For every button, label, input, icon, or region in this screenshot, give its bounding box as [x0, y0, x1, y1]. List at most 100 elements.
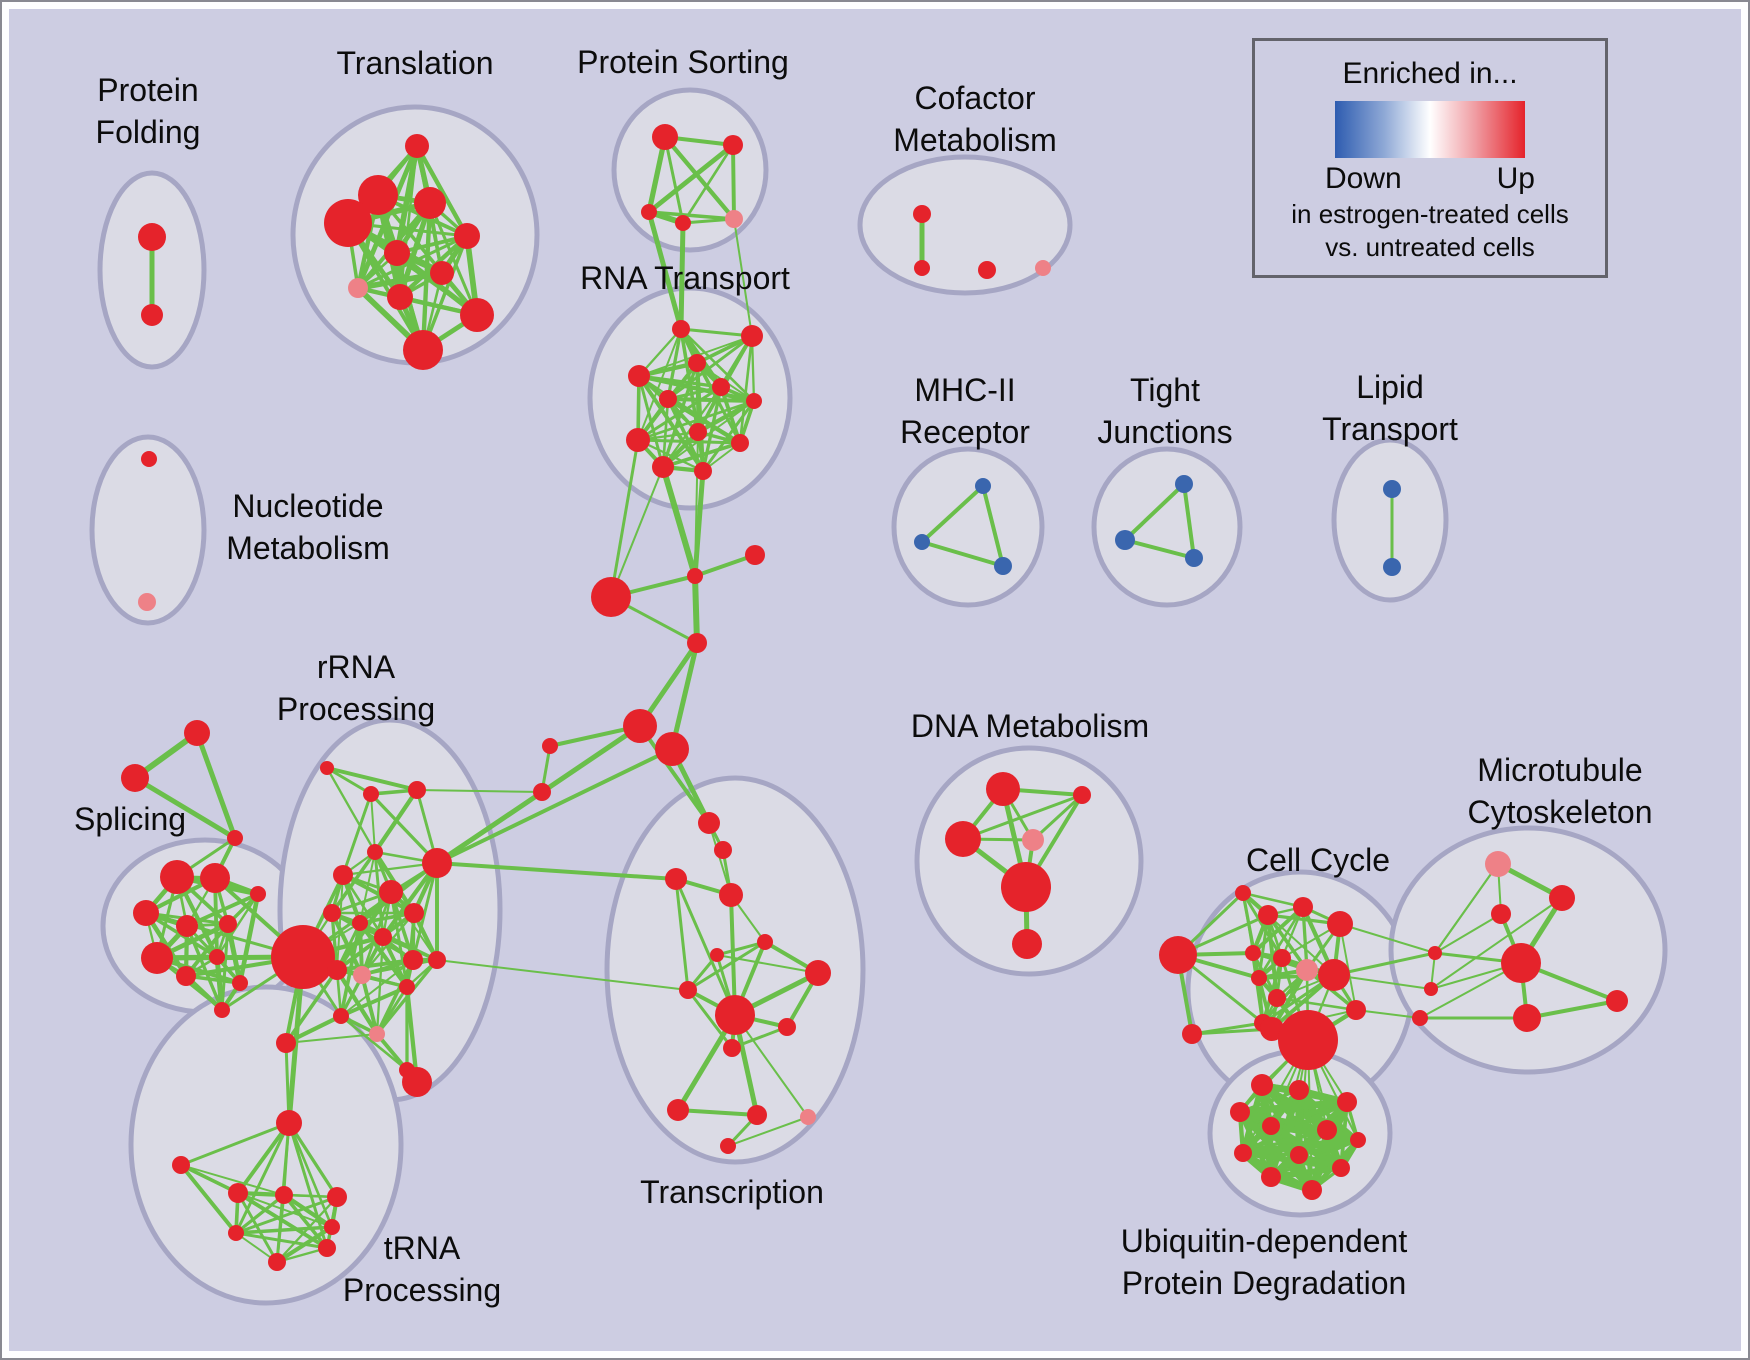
splicing-node [200, 863, 230, 893]
rrna-processing-node [363, 786, 379, 802]
legend-axis-labels: Down Up [1325, 162, 1535, 196]
transcription-node [720, 1138, 736, 1154]
edge [234, 1225, 334, 1235]
edge [679, 327, 756, 403]
edge [375, 958, 415, 1036]
rrna-processing-node [352, 915, 368, 931]
edge [336, 874, 344, 971]
edge [1333, 974, 1432, 990]
ubiquitin-degradation-label: Ubiquitin-dependent [1121, 1223, 1408, 1259]
trna-processing-node [268, 1253, 286, 1271]
transcription-node [714, 841, 732, 859]
ubiquitin-degradation-node [1317, 1120, 1337, 1140]
edge [435, 861, 678, 881]
edge [727, 1116, 809, 1147]
edge [411, 861, 439, 962]
edge [369, 792, 439, 865]
edge [404, 984, 420, 1085]
tight-junctions-node [1175, 475, 1193, 493]
tight-junctions-node [1115, 530, 1135, 550]
cell-cycle-node [1346, 1000, 1366, 1020]
network-diagram: Protein Folding Translation Protein Sorting… [74, 44, 1668, 1308]
protein-sorting-node [652, 124, 678, 150]
protein-folding-node [138, 223, 166, 251]
nucleotide-metabolism-label: Metabolism [226, 530, 390, 566]
edge [1339, 923, 1436, 954]
edge [679, 327, 754, 338]
edge [637, 374, 705, 473]
edge [636, 438, 705, 473]
nucleotide-metabolism-node [138, 593, 156, 611]
rrna-processing-node [333, 1008, 349, 1024]
edge [414, 143, 470, 239]
legend-down-label: Down [1325, 162, 1402, 195]
cofactor-metabolism-label: Metabolism [893, 122, 1057, 158]
edge [715, 940, 767, 957]
edge [1257, 905, 1305, 980]
translation-node [430, 261, 454, 285]
edge [609, 438, 640, 599]
hub-chain-node [687, 633, 707, 653]
microtubule-cytoskeleton-node [1424, 982, 1438, 996]
cell-cycle-label: Cell Cycle [1246, 842, 1390, 878]
tight-junctions-node [1185, 549, 1203, 567]
splicing-triangle-node [227, 830, 243, 846]
edge [1267, 1164, 1345, 1181]
cell-cycle-node [1235, 885, 1251, 901]
edge [416, 789, 543, 793]
edge [1434, 913, 1502, 954]
cofactor-metabolism-node [913, 205, 931, 223]
splicing-node [141, 942, 173, 974]
edge [341, 873, 385, 939]
edge [678, 220, 686, 332]
edge [234, 1121, 291, 1235]
edge [234, 1231, 329, 1250]
rna-transport-node [731, 434, 749, 452]
edge [694, 431, 699, 577]
mhc-ii-receptor-label: Receptor [900, 414, 1030, 450]
cell-cycle-node [1258, 905, 1278, 925]
transcription-node [665, 868, 687, 890]
cofactor-metabolism-ellipse [857, 154, 1073, 296]
edge [731, 143, 736, 221]
edge [636, 399, 756, 442]
edge [981, 484, 1005, 568]
edge [381, 935, 439, 962]
lipid-transport-ellipse [1331, 437, 1449, 603]
splicing-node [232, 975, 248, 991]
protein-folding-node [141, 304, 163, 326]
edge [284, 1041, 291, 1125]
rrna-processing-node [327, 960, 347, 980]
rrna-processing-node [399, 979, 415, 995]
edge [647, 210, 736, 221]
translation-node [403, 330, 443, 370]
edge [325, 766, 419, 792]
cell-cycle-node [1318, 959, 1350, 991]
splicing-triangle-node [121, 764, 149, 792]
transcription-node [719, 883, 743, 907]
edge [701, 399, 756, 473]
legend: Enriched in... Down Up in estrogen-treat… [1252, 38, 1608, 278]
legend-title: Enriched in... [1342, 57, 1518, 90]
translation-node [460, 298, 494, 332]
nucleotide-metabolism-node [141, 451, 157, 467]
trna-processing-node [324, 1219, 340, 1235]
lipid-transport-label: Transport [1322, 411, 1458, 447]
edge [636, 373, 757, 404]
edge [636, 385, 723, 442]
translation-node [454, 223, 480, 249]
microtubule-cytoskeleton-node [1549, 885, 1575, 911]
rrna-processing-label: Processing [277, 691, 435, 727]
edge [341, 792, 373, 877]
nucleotide-metabolism-ellipse [89, 434, 207, 626]
microtubule-cytoskeleton-node [1485, 851, 1511, 877]
trna-processing-node [327, 1187, 347, 1207]
transcription-node [723, 1039, 741, 1057]
cell-cycle-node [1182, 1024, 1202, 1044]
hub-chain-node [655, 732, 689, 766]
edge [1123, 538, 1196, 560]
translation-label: Translation [336, 45, 493, 81]
cofactor-metabolism-node [914, 260, 930, 276]
dna-metabolism-node [1073, 786, 1091, 804]
mhc-ii-receptor-node [914, 534, 930, 550]
